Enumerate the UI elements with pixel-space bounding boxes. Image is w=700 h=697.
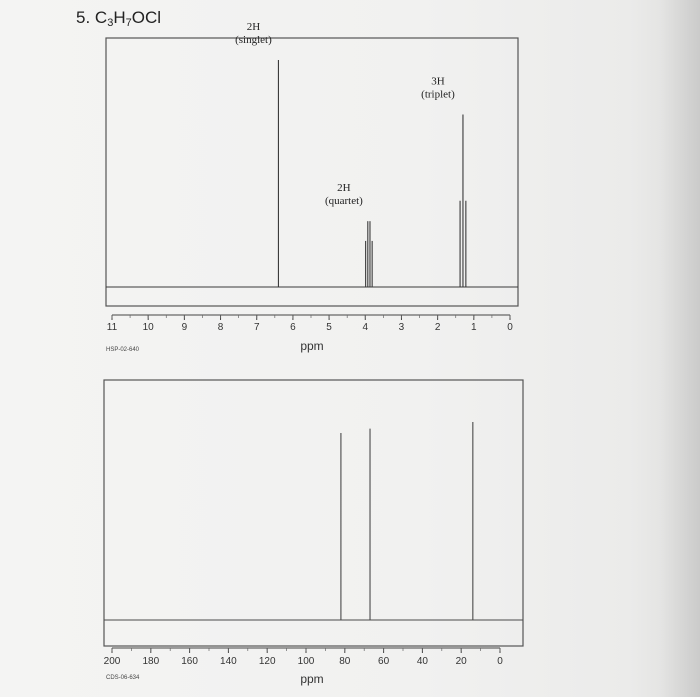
x-tick-label: 120: [259, 656, 276, 667]
spectrum-code: CDS-06-634: [106, 675, 140, 681]
x-tick-label: 100: [298, 656, 315, 667]
formula-element: C: [94, 8, 108, 27]
x-tick-label: 1: [471, 322, 477, 333]
x-tick-label: 2: [435, 322, 441, 333]
x-tick-label: 9: [182, 322, 188, 333]
proton-nmr-chart: 2H(singlet)2H(quartet)3H(triplet)11 10 9 8 7…: [105, 21, 519, 353]
molecular-formula: C3H7OCl: [94, 8, 162, 29]
peak-multiplicity-label: (quartet): [325, 195, 363, 207]
x-tick-label: 60: [378, 656, 390, 667]
peak-multiplicity-label: (triplet): [421, 88, 455, 100]
x-axis-label: ppm: [300, 672, 323, 686]
formula-element: OCl: [131, 8, 162, 27]
peak-integration-label: 2H: [247, 21, 261, 33]
x-tick-label: 20: [456, 656, 468, 667]
plot-frame: [103, 379, 524, 647]
spectrum-code: HSP-02-640: [106, 347, 140, 353]
peak-multiplicity-label: (singlet): [235, 34, 272, 46]
x-tick-label: 6: [290, 322, 296, 333]
x-tick-label: 8: [218, 322, 224, 333]
x-tick-label: 0: [497, 656, 503, 667]
formula-element: H: [113, 8, 126, 27]
formula-subscript: 7: [125, 17, 132, 29]
x-tick-label: 5: [326, 322, 332, 333]
plot-frame: [105, 37, 519, 307]
x-tick-label: 4: [362, 322, 368, 333]
peak-2: [365, 221, 373, 287]
peak-3: [459, 114, 467, 287]
formula-subscript: 3: [107, 17, 114, 29]
x-tick-label: 180: [142, 656, 159, 667]
x-axis-label: ppm: [300, 339, 323, 353]
x-tick-label: 140: [220, 656, 237, 667]
peak-integration-label: 2H: [337, 182, 351, 194]
problem-number: 5.: [76, 8, 91, 27]
x-tick-label: 200: [104, 656, 121, 667]
x-tick-label: 80: [339, 656, 351, 667]
x-tick-label: 40: [417, 656, 429, 667]
page-edge-shadow: [660, 0, 700, 697]
peak-integration-label: 3H: [431, 75, 445, 87]
x-tick-label: 10: [143, 322, 155, 333]
x-tick-label: 7: [254, 322, 260, 333]
x-tick-label: 160: [181, 656, 198, 667]
x-tick-label: 3: [399, 322, 405, 333]
x-tick-label: 11: [107, 322, 118, 333]
x-tick-label: 0: [507, 322, 513, 333]
problem-title: 5. C3H7OCl: [76, 8, 161, 29]
